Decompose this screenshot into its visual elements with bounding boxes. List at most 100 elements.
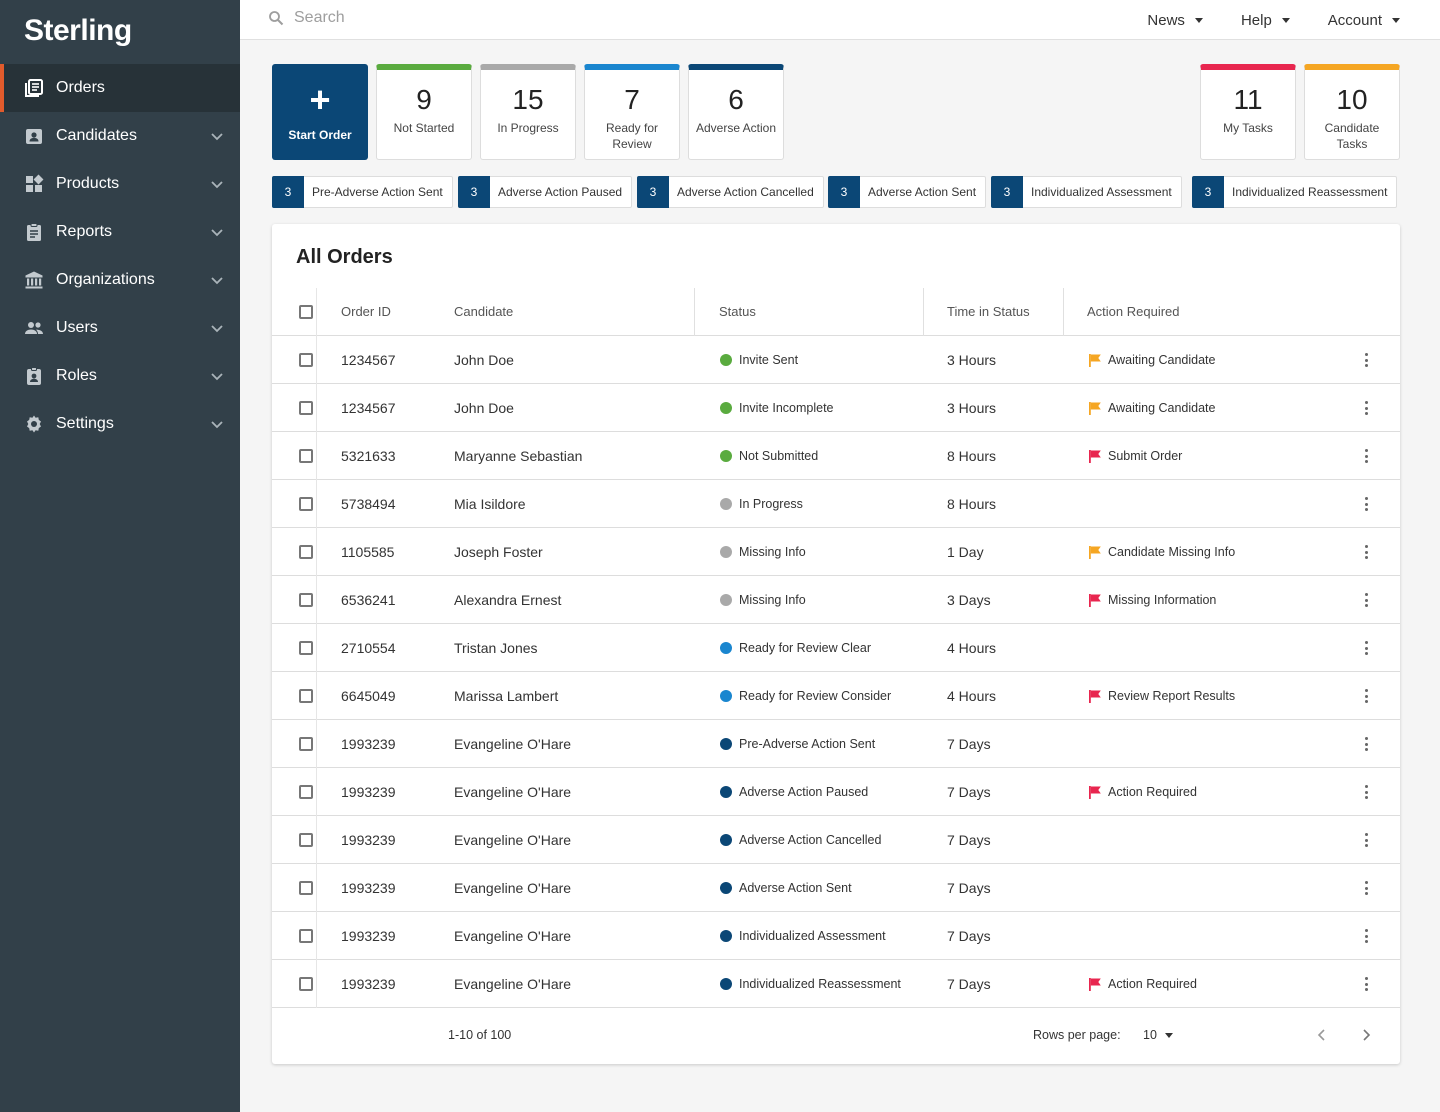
action-required[interactable]: Action Required [1088, 960, 1197, 1008]
row-checkbox[interactable] [299, 785, 313, 799]
table-row[interactable]: 1993239 Evangeline O'Hare Adverse Action S… [272, 864, 1400, 912]
order-id[interactable]: 6536241 [341, 592, 396, 608]
candidate-name[interactable]: Maryanne Sebastian [454, 448, 583, 464]
status-chip[interactable]: 3 Adverse Action Paused [458, 176, 633, 208]
order-id[interactable]: 1993239 [341, 976, 396, 992]
table-row[interactable]: 1993239 Evangeline O'Hare Pre-Adverse Acti… [272, 720, 1400, 768]
sidebar-item-settings[interactable]: Settings [0, 400, 240, 448]
table-row[interactable]: 1993239 Evangeline O'Hare Adverse Action C… [272, 816, 1400, 864]
row-checkbox[interactable] [299, 737, 313, 751]
order-id[interactable]: 6645049 [341, 688, 396, 704]
candidate-name[interactable]: Mia Isildore [454, 496, 526, 512]
sterling-logo[interactable]: Sterling [24, 14, 132, 47]
candidate-name[interactable]: Evangeline O'Hare [454, 832, 572, 848]
candidate-name[interactable]: Alexandra Ernest [454, 592, 562, 608]
row-more-options-icon[interactable] [1358, 400, 1374, 416]
row-checkbox[interactable] [299, 929, 313, 943]
row-checkbox[interactable] [299, 401, 313, 415]
order-id[interactable]: 1234567 [341, 400, 396, 416]
sidebar-item-candidates[interactable]: Candidates [0, 112, 240, 160]
row-more-options-icon[interactable] [1358, 688, 1374, 704]
row-checkbox[interactable] [299, 545, 313, 559]
rows-per-page-select[interactable]: 10 [1143, 1028, 1173, 1042]
top-nav-news[interactable]: News [1147, 12, 1203, 29]
order-id[interactable]: 1993239 [341, 736, 396, 752]
row-more-options-icon[interactable] [1358, 352, 1374, 368]
stat-card-in-progress[interactable]: 15 In Progress [480, 64, 576, 160]
top-nav-help[interactable]: Help [1241, 12, 1290, 29]
order-id[interactable]: 1993239 [341, 928, 396, 944]
candidate-name[interactable]: Evangeline O'Hare [454, 736, 572, 752]
sidebar-item-users[interactable]: Users [0, 304, 240, 352]
stat-card-not-started[interactable]: 9 Not Started [376, 64, 472, 160]
order-id[interactable]: 5321633 [341, 448, 396, 464]
row-more-options-icon[interactable] [1358, 976, 1374, 992]
order-id[interactable]: 1234567 [341, 352, 396, 368]
table-row[interactable]: 6536241 Alexandra Ernest Missing Info 3 Day… [272, 576, 1400, 624]
row-more-options-icon[interactable] [1358, 448, 1374, 464]
action-required[interactable]: Submit Order [1088, 432, 1182, 480]
table-row[interactable]: 1993239 Evangeline O'Hare Individualized R… [272, 960, 1400, 1008]
row-checkbox[interactable] [299, 833, 313, 847]
order-id[interactable]: 1105585 [341, 544, 395, 560]
action-required[interactable]: Candidate Missing Info [1088, 528, 1235, 576]
row-more-options-icon[interactable] [1358, 640, 1374, 656]
select-all-checkbox[interactable] [299, 305, 313, 319]
order-id[interactable]: 5738494 [341, 496, 396, 512]
top-nav-account[interactable]: Account [1328, 12, 1400, 29]
next-page-icon[interactable] [1357, 1026, 1375, 1044]
column-header-action-required[interactable]: Action Required [1087, 304, 1180, 319]
row-checkbox[interactable] [299, 689, 313, 703]
row-more-options-icon[interactable] [1358, 592, 1374, 608]
stat-card-my-tasks[interactable]: 11 My Tasks [1200, 64, 1296, 160]
candidate-name[interactable]: Joseph Foster [454, 544, 543, 560]
stat-card-ready-for-review[interactable]: 7 Ready for Review [584, 64, 680, 160]
status-chip[interactable]: 3 Individualized Reassessment [1192, 176, 1398, 208]
action-required[interactable]: Awaiting Candidate [1088, 384, 1215, 432]
table-row[interactable]: 1993239 Evangeline O'Hare Adverse Action P… [272, 768, 1400, 816]
status-chip[interactable]: 3 Adverse Action Cancelled [637, 176, 824, 208]
status-chip[interactable]: 3 Adverse Action Sent [828, 176, 987, 208]
row-more-options-icon[interactable] [1358, 784, 1374, 800]
table-row[interactable]: 1234567 John Doe Invite Incomplete 3 Hours A… [272, 384, 1400, 432]
table-row[interactable]: 2710554 Tristan Jones Ready for Review Cle… [272, 624, 1400, 672]
action-required[interactable]: Review Report Results [1088, 672, 1235, 720]
start-order-button[interactable]: + Start Order [272, 64, 368, 160]
sidebar-item-orders[interactable]: Orders [0, 64, 240, 112]
candidate-name[interactable]: Evangeline O'Hare [454, 976, 572, 992]
row-checkbox[interactable] [299, 497, 313, 511]
sidebar-item-roles[interactable]: Roles [0, 352, 240, 400]
row-more-options-icon[interactable] [1358, 832, 1374, 848]
row-more-options-icon[interactable] [1358, 880, 1374, 896]
row-checkbox[interactable] [299, 641, 313, 655]
row-checkbox[interactable] [299, 449, 313, 463]
order-id[interactable]: 1993239 [341, 832, 396, 848]
candidate-name[interactable]: Marissa Lambert [454, 688, 559, 704]
sidebar-item-reports[interactable]: Reports [0, 208, 240, 256]
row-checkbox[interactable] [299, 353, 313, 367]
action-required[interactable]: Awaiting Candidate [1088, 336, 1215, 384]
table-row[interactable]: 1234567 John Doe Invite Sent 3 Hours Awaitin… [272, 336, 1400, 384]
column-header-status[interactable]: Status [719, 304, 756, 319]
row-checkbox[interactable] [299, 977, 313, 991]
candidate-name[interactable]: Evangeline O'Hare [454, 784, 572, 800]
column-header-order-id[interactable]: Order ID [341, 304, 391, 319]
candidate-name[interactable]: Tristan Jones [454, 640, 538, 656]
row-checkbox[interactable] [299, 881, 313, 895]
row-more-options-icon[interactable] [1358, 928, 1374, 944]
stat-card-adverse-action[interactable]: 6 Adverse Action [688, 64, 784, 160]
row-more-options-icon[interactable] [1358, 496, 1374, 512]
status-chip[interactable]: 3 Pre-Adverse Action Sent [272, 176, 453, 208]
column-header-time-in-status[interactable]: Time in Status [947, 304, 1030, 319]
order-id[interactable]: 1993239 [341, 784, 396, 800]
candidate-name[interactable]: John Doe [454, 400, 514, 416]
table-row[interactable]: 1105585 Joseph Foster Missing Info 1 Day Can… [272, 528, 1400, 576]
order-id[interactable]: 1993239 [341, 880, 396, 896]
action-required[interactable]: Action Required [1088, 768, 1197, 816]
action-required[interactable]: Missing Information [1088, 576, 1216, 624]
row-more-options-icon[interactable] [1358, 736, 1374, 752]
table-row[interactable]: 5738494 Mia Isildore In Progress 8 Hours [272, 480, 1400, 528]
sidebar-item-products[interactable]: Products [0, 160, 240, 208]
previous-page-icon[interactable] [1313, 1026, 1331, 1044]
search-input[interactable] [294, 9, 694, 27]
